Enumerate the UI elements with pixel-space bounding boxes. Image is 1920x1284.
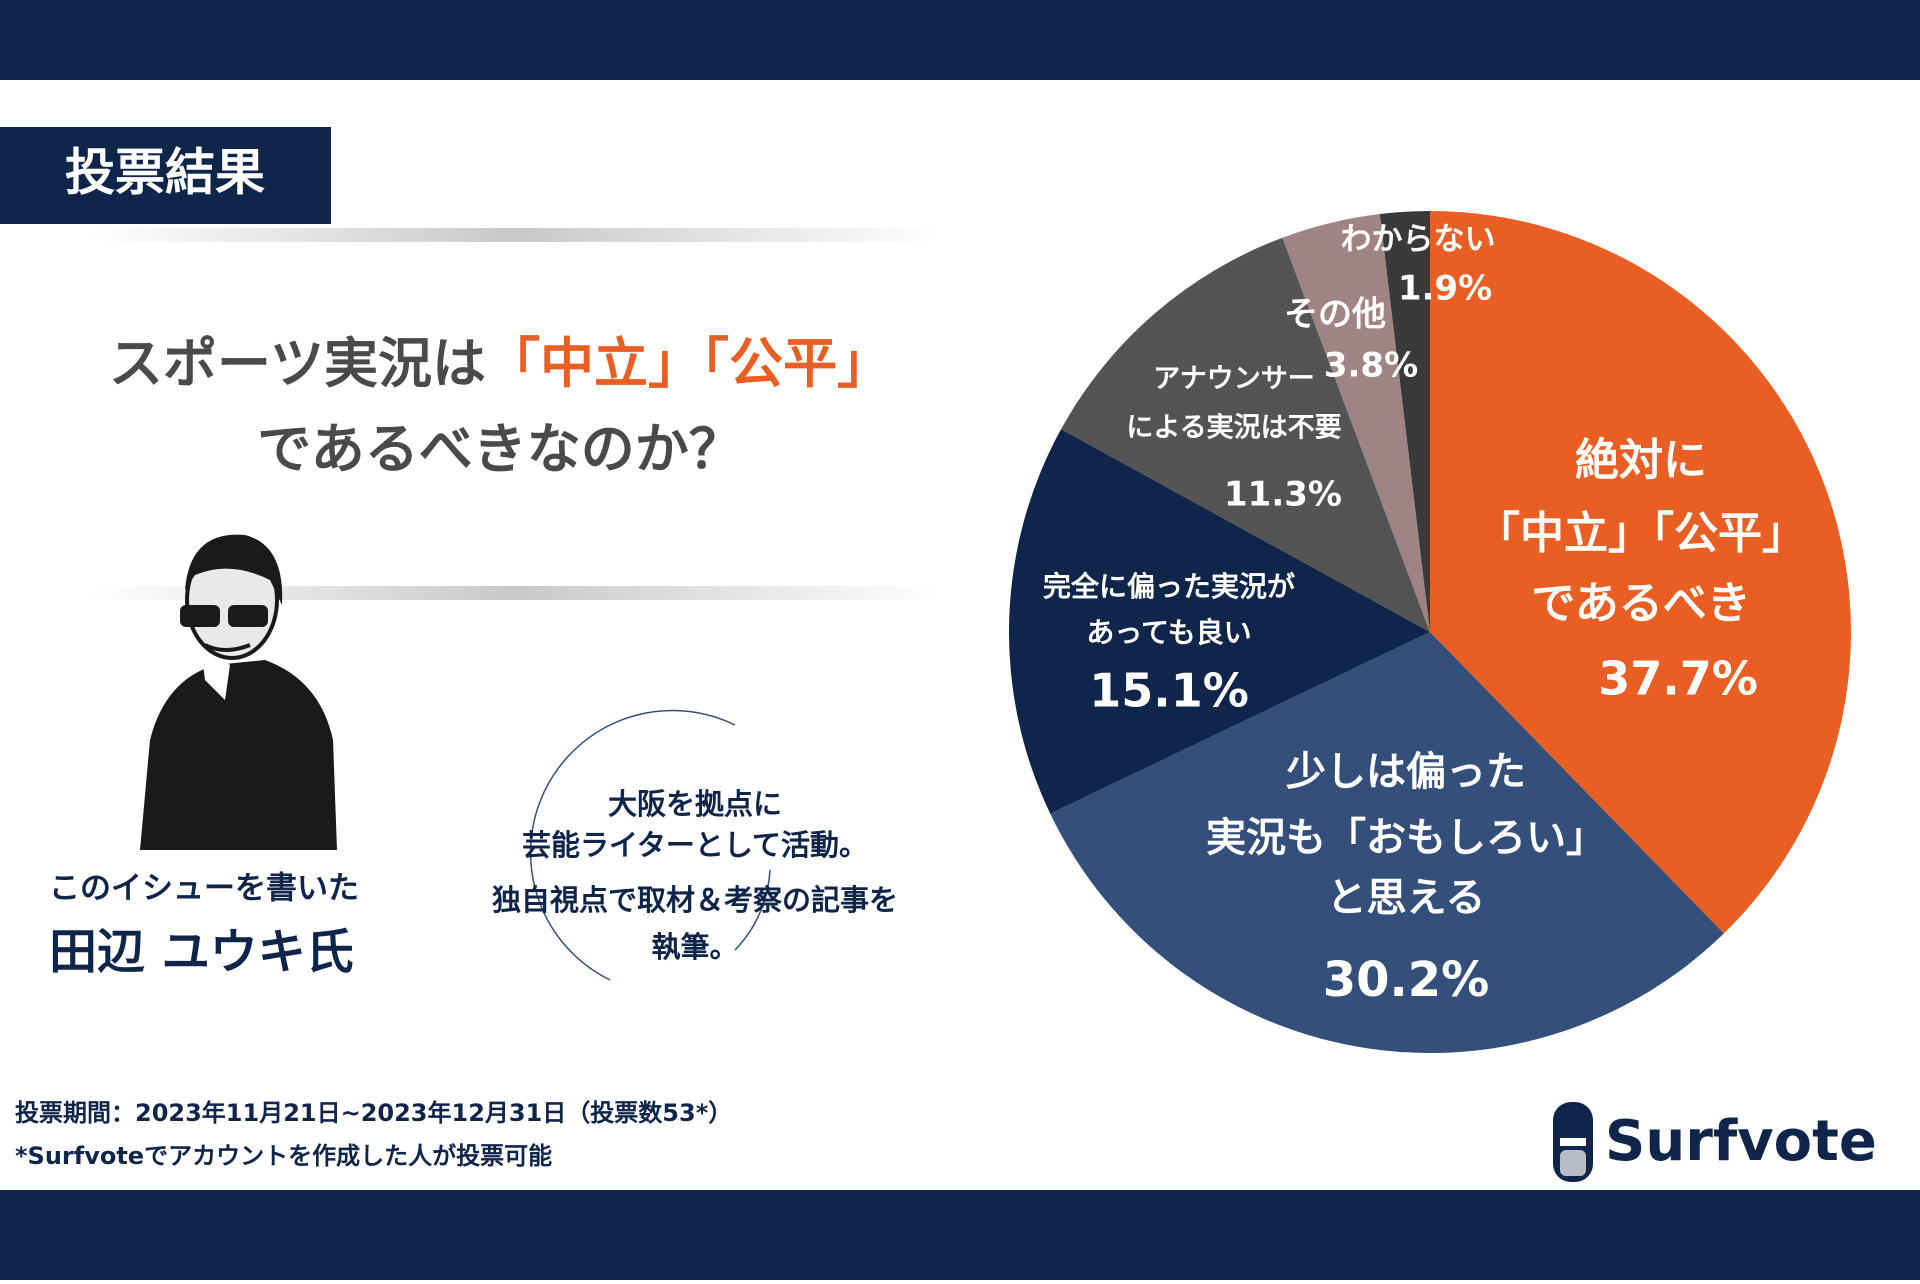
- bio-line: 芸能ライターとして活動。: [522, 828, 868, 862]
- slice-label: わからない: [1341, 222, 1496, 258]
- bottom-bar: [0, 1190, 1920, 1280]
- label: 投票結果: [65, 144, 265, 202]
- title-part: 「中立」: [486, 332, 702, 395]
- bio-line: 独自視点で取材＆考察の記事を: [492, 883, 898, 917]
- brand-logo: Surfvote: [1553, 1102, 1877, 1182]
- brand-name: Surfvote: [1605, 1109, 1877, 1174]
- pie-slice: [1430, 211, 1851, 934]
- divider: [90, 586, 940, 600]
- value-label: 30.2%: [1323, 952, 1490, 1008]
- value-label: 37.7%: [1598, 652, 1758, 706]
- pie-slice: [1050, 632, 1724, 1053]
- title-line-2: であるべきなのか？: [257, 418, 742, 481]
- title-line-1: スポーツ実況は「中立」「公平」: [109, 332, 891, 395]
- author-intro: このイシューを書いた: [49, 871, 359, 907]
- pie-slice: [1061, 237, 1430, 632]
- footer-period: 投票期間：2023年11月21日~2023年12月31日（投票数53*）: [15, 1099, 732, 1127]
- slice-label: 実況も「おもしろい」: [1206, 815, 1606, 861]
- slice-label: 完全に偏った実況が: [1043, 570, 1295, 603]
- bio-line: 執筆。: [651, 930, 738, 964]
- label-box: [0, 127, 331, 224]
- decor-arc: [734, 869, 771, 951]
- value-label: 1.9%: [1398, 269, 1492, 309]
- slice-label: と思える: [1327, 875, 1486, 921]
- author-name: 田辺 ユウキ氏: [49, 924, 354, 980]
- slice-label: による実況は不要: [1126, 412, 1341, 444]
- value-label: 3.8%: [1324, 346, 1418, 386]
- slice-label: その他: [1284, 295, 1386, 335]
- value-label: 15.1%: [1089, 664, 1249, 718]
- pie-slice: [1009, 429, 1430, 814]
- pie-slice: [1282, 213, 1430, 632]
- pie-slice: [1379, 211, 1430, 632]
- value-label: 11.3%: [1224, 475, 1342, 515]
- footer-note: *Surfvoteでアカウントを作成した人が投票可能: [15, 1142, 552, 1170]
- slice-label: あっても良い: [1086, 616, 1251, 649]
- slice-label: 絶対に: [1575, 435, 1707, 486]
- bio-line: 大阪を拠点に: [608, 787, 782, 821]
- slice-label: 「中立」「公平」: [1476, 508, 1806, 559]
- decor-arc: [529, 709, 736, 981]
- title-part: 「公平」: [702, 332, 891, 395]
- slice-label: アナウンサー: [1153, 364, 1314, 395]
- title-part: スポーツ実況は: [109, 332, 486, 395]
- divider: [90, 228, 940, 242]
- slice-label: であるべき: [1531, 578, 1751, 629]
- pie: 絶対に「中立」「公平」であるべき 37.7% 少しは偏った実況も「おもしろい」と思え…: [1009, 211, 1851, 1053]
- slice-label: 少しは偏った: [1286, 749, 1526, 795]
- top-bar: [0, 0, 1920, 80]
- author-illustration: [140, 534, 337, 850]
